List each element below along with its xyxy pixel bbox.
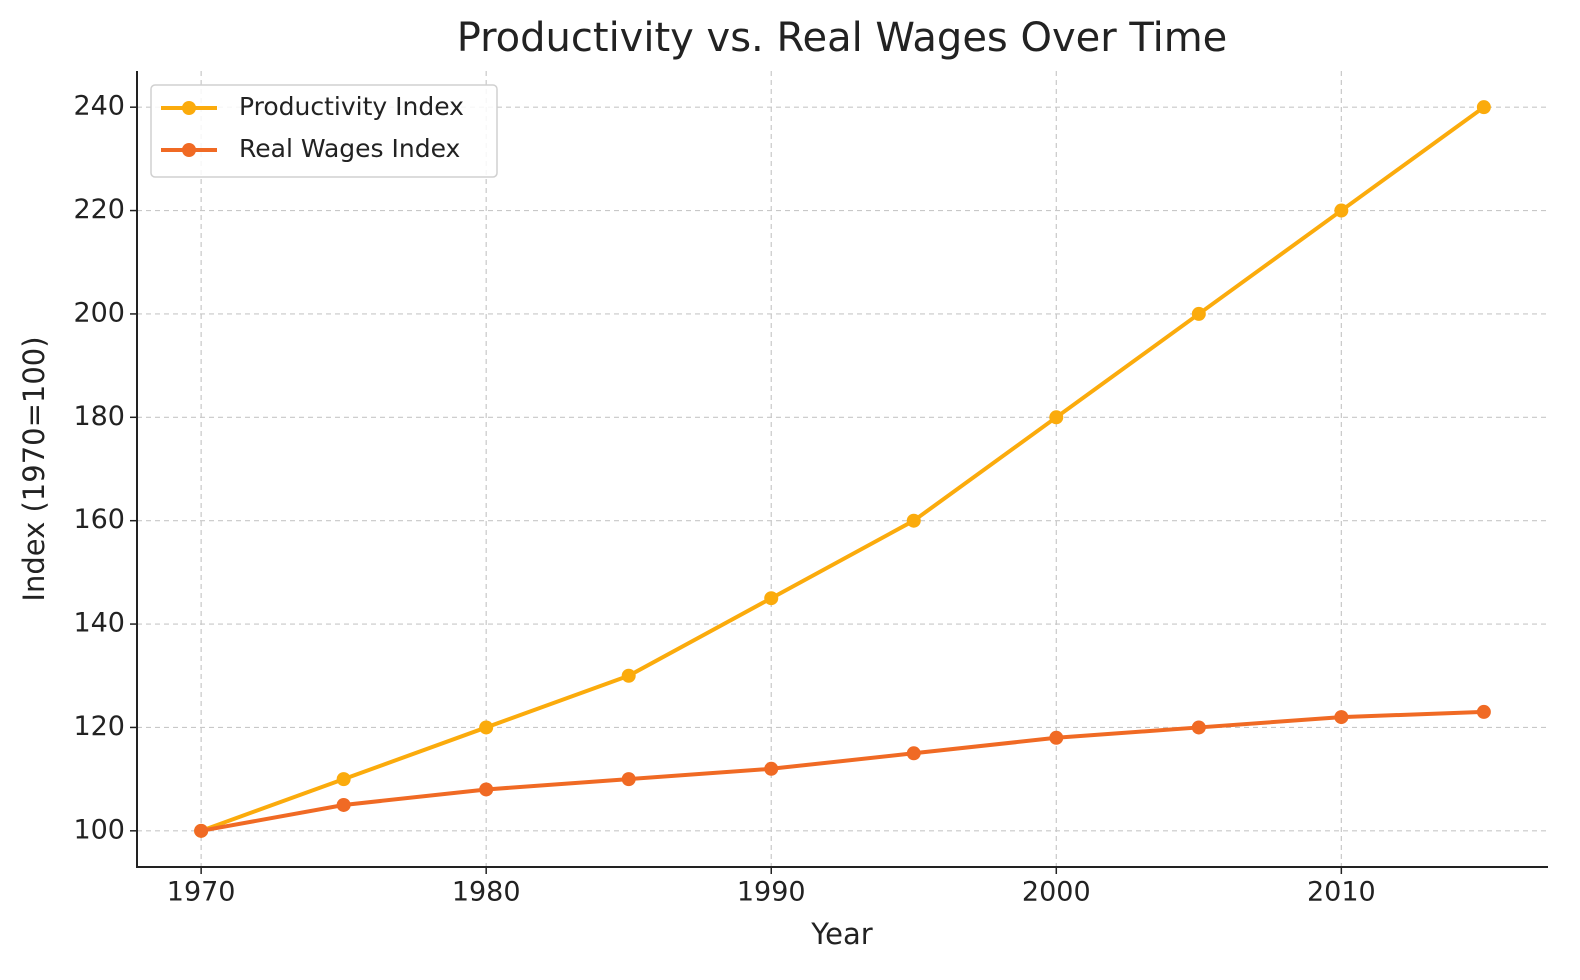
x-tick-label: 1970 [167,877,236,908]
data-point [1476,100,1491,115]
series-line [200,709,1484,833]
data-point [764,761,779,776]
data-point [906,513,921,528]
data-point [1334,710,1349,725]
series-line [200,105,1486,833]
axis-spines [136,71,1548,868]
y-tick-label: 100 [73,814,125,845]
data-point [1476,704,1491,719]
y-tick-label: 200 [73,297,125,328]
data-point [1191,720,1206,735]
y-tick-label: 120 [73,711,125,742]
y-tick-label: 240 [73,91,125,122]
data-point [1049,730,1064,745]
data-point [906,746,921,761]
data-point [1049,410,1064,425]
legend-box [150,84,498,178]
data-point [621,772,636,787]
x-tick-label: 2000 [1022,877,1091,908]
y-tick-label: 180 [73,401,125,432]
legend-marker [182,101,196,115]
legend: Productivity Index Real Wages Index [150,84,498,178]
y-axis-label: Index (1970=100) [17,336,51,601]
legend-marker [182,143,196,157]
y-tick-label: 160 [73,504,125,535]
y-tick-label: 220 [73,194,125,225]
legend-label: Productivity Index [239,92,464,121]
data-point [336,797,351,812]
data-point [1334,203,1349,218]
data-point [479,782,494,797]
x-tick-label: 2010 [1307,877,1376,908]
x-tick-label: 1990 [737,877,806,908]
y-tick-label: 140 [73,608,125,639]
legend-label: Real Wages Index [239,134,460,163]
data-point [764,591,779,606]
x-tick-label: 1980 [452,877,521,908]
chart-title: Productivity vs. Real Wages Over Time [457,15,1228,61]
data-point [621,668,636,683]
data-point [479,720,494,735]
data-point [194,823,209,838]
x-axis-label: Year [810,917,872,951]
data-point [1191,306,1206,321]
data-point [336,772,351,787]
